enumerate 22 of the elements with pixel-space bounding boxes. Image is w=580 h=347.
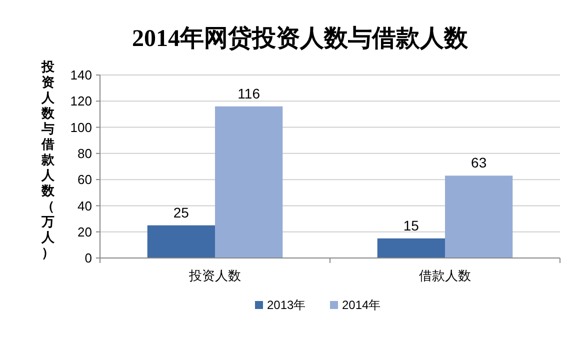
legend-label: 2013年 [267, 298, 306, 312]
y-tick-label: 140 [70, 68, 92, 83]
y-tick-label: 40 [78, 198, 92, 214]
text: 投资人数与借款人数（万人） [42, 59, 54, 260]
data-label: 63 [471, 154, 487, 171]
bar [377, 238, 445, 258]
x-tick-label: 投资人数 [188, 268, 241, 283]
data-label: 15 [403, 217, 420, 234]
data-label: 116 [238, 85, 260, 102]
x-tick-label: 借款人数 [419, 268, 471, 283]
y-tick-label: 60 [78, 172, 92, 188]
y-tick-label: 20 [78, 224, 92, 240]
bar [147, 225, 215, 258]
bar [215, 106, 283, 258]
y-tick-label: 80 [78, 146, 92, 161]
data-label: 25 [173, 204, 190, 220]
chart-title: 2014年网贷投资人数与借款人数 [132, 25, 469, 52]
y-tick-label: 100 [70, 120, 92, 135]
y-tick-label: 120 [70, 94, 92, 109]
legend-label: 2014年 [342, 298, 381, 312]
y-tick-label: 0 [84, 250, 92, 266]
bar [445, 176, 513, 258]
